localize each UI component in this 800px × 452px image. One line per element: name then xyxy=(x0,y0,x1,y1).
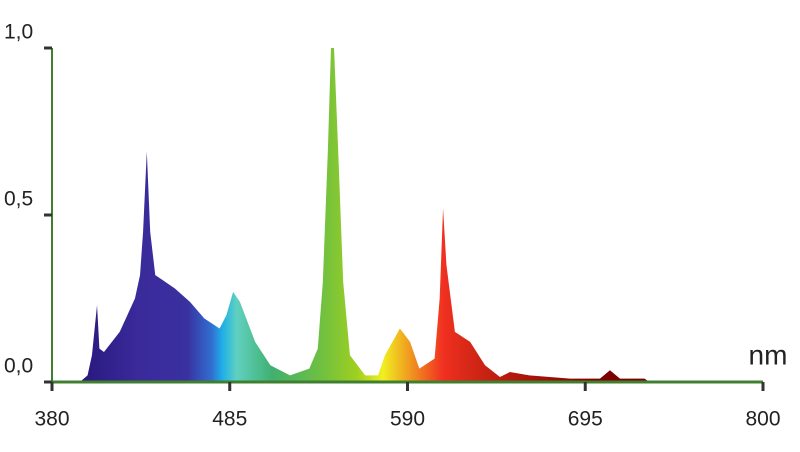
x-tick-label: 695 xyxy=(568,408,603,431)
y-tick-label: 0,5 xyxy=(4,188,33,211)
x-tick-label: 485 xyxy=(212,408,247,431)
x-tick-label: 800 xyxy=(745,408,780,431)
x-axis-label: nm xyxy=(749,339,788,370)
y-tick-label: 0,0 xyxy=(4,355,33,378)
y-tick-label: 1,0 xyxy=(4,21,33,44)
x-tick-label: 590 xyxy=(390,408,425,431)
spectrum-area xyxy=(52,48,763,382)
x-tick-label: 380 xyxy=(34,408,69,431)
plot xyxy=(52,48,763,382)
